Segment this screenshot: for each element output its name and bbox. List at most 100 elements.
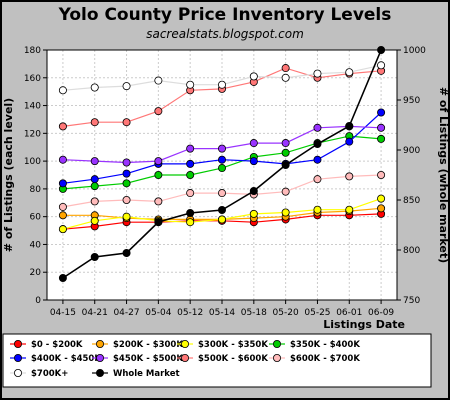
legend: $0 - $200K $200K - $300K $300K - $350K $350… [2, 333, 432, 388]
x-tick-label: 05-12 [177, 308, 203, 318]
data-point-whole-market [345, 122, 354, 131]
data-point-whole-market [249, 186, 258, 195]
data-point-whole-market [122, 248, 131, 257]
data-point-500k-600k [281, 64, 290, 73]
data-point-400k-450k [377, 108, 386, 117]
y-tick-label-left: 80 [30, 185, 42, 195]
legend-marker [180, 353, 189, 362]
chart-subtitle: sacrealstats.blogspot.com [146, 27, 304, 41]
x-tick-label: 05-25 [304, 308, 330, 318]
data-point-400k-450k [345, 137, 354, 146]
y-tick-label-left: 20 [30, 268, 42, 278]
data-point-700k [122, 82, 131, 91]
x-tick-label: 04-27 [113, 308, 139, 318]
chart-title: Yolo County Price Inventory Levels [58, 5, 392, 25]
data-point-500k-600k [58, 122, 67, 131]
data-point-300k-350k [122, 212, 131, 221]
data-point-700k [90, 83, 99, 92]
legend-marker [96, 339, 105, 348]
data-point-600k-700k [217, 189, 226, 198]
x-tick-label: 06-01 [336, 308, 362, 318]
data-point-450k-500k [281, 139, 290, 148]
data-point-450k-500k [249, 139, 258, 148]
y-tick-label-left: 100 [24, 157, 41, 167]
x-tick-label: 05-20 [273, 308, 299, 318]
data-point-350k-400k [90, 182, 99, 191]
data-point-350k-400k [281, 148, 290, 157]
data-point-450k-500k [186, 144, 195, 153]
data-point-whole-market [154, 217, 163, 226]
data-point-600k-700k [90, 197, 99, 206]
data-point-450k-500k [154, 157, 163, 166]
data-point-whole-market [377, 46, 386, 55]
data-point-600k-700k [186, 189, 195, 198]
data-point-350k-400k [154, 170, 163, 179]
y-tick-label-left: 60 [30, 213, 42, 223]
y-tick-label-left: 120 [24, 129, 41, 139]
data-point-500k-600k [154, 107, 163, 116]
data-point-whole-market [186, 208, 195, 217]
legend-marker [13, 339, 22, 348]
legend-marker [96, 353, 105, 362]
data-point-600k-700k [58, 202, 67, 211]
data-point-700k [345, 68, 354, 77]
x-tick-label: 06-09 [368, 308, 394, 318]
data-point-700k [154, 76, 163, 85]
legend-marker [272, 339, 281, 348]
y-tick-label-right: 800 [403, 246, 420, 256]
data-point-450k-500k [58, 155, 67, 164]
data-point-400k-450k [313, 155, 322, 164]
data-point-300k-350k [217, 215, 226, 224]
legend-label: $0 - $200K [31, 340, 83, 350]
x-tick-label: 04-21 [82, 308, 108, 318]
y-tick-label-right: 900 [403, 146, 420, 156]
x-tick-label: 05-04 [145, 308, 171, 318]
data-point-300k-350k [249, 209, 258, 218]
data-point-whole-market [313, 139, 322, 148]
x-tick-label: 05-14 [209, 308, 235, 318]
data-point-400k-450k [249, 157, 258, 166]
data-point-400k-450k [58, 179, 67, 188]
data-point-600k-700k [345, 172, 354, 181]
y-tick-label-left: 0 [35, 296, 41, 306]
data-point-450k-500k [377, 123, 386, 132]
data-point-700k [58, 86, 67, 95]
data-point-450k-500k [217, 144, 226, 153]
data-point-600k-700k [122, 195, 131, 204]
legend-marker [272, 353, 281, 362]
data-point-300k-350k [281, 208, 290, 217]
y-axis-label-left: # of Listings (each level) [2, 98, 15, 252]
data-point-350k-400k [122, 179, 131, 188]
data-point-400k-450k [90, 175, 99, 184]
data-point-700k [281, 73, 290, 82]
data-point-450k-500k [313, 123, 322, 132]
data-point-whole-market [281, 160, 290, 169]
legend-label: $500K - $600K [198, 354, 268, 364]
legend-label: $600K - $700K [290, 354, 360, 364]
data-point-300k-350k [58, 225, 67, 234]
legend-marker [13, 353, 22, 362]
data-point-400k-450k [217, 155, 226, 164]
legend-marker [180, 339, 189, 348]
legend-marker [13, 368, 22, 377]
y-axis-label-right: # of Listings (whole market) [437, 87, 450, 263]
data-point-450k-500k [122, 158, 131, 167]
data-point-200k-300k [58, 211, 67, 220]
data-point-300k-350k [313, 205, 322, 214]
legend-label: $450K - $500K [113, 354, 183, 364]
data-point-450k-500k [90, 157, 99, 166]
data-point-600k-700k [281, 187, 290, 196]
legend-marker [96, 368, 105, 377]
data-point-whole-market [58, 273, 67, 282]
data-point-300k-350k [186, 218, 195, 227]
x-tick-label: 05-18 [241, 308, 267, 318]
data-point-300k-350k [90, 216, 99, 225]
y-tick-label-left: 40 [30, 240, 42, 250]
x-axis-label: Listings Date [323, 318, 405, 331]
data-point-700k [313, 69, 322, 78]
data-point-600k-700k [154, 197, 163, 206]
data-point-300k-350k [377, 194, 386, 203]
y-tick-label-left: 180 [24, 46, 41, 56]
data-point-400k-450k [122, 169, 131, 178]
data-point-200k-300k [377, 204, 386, 213]
